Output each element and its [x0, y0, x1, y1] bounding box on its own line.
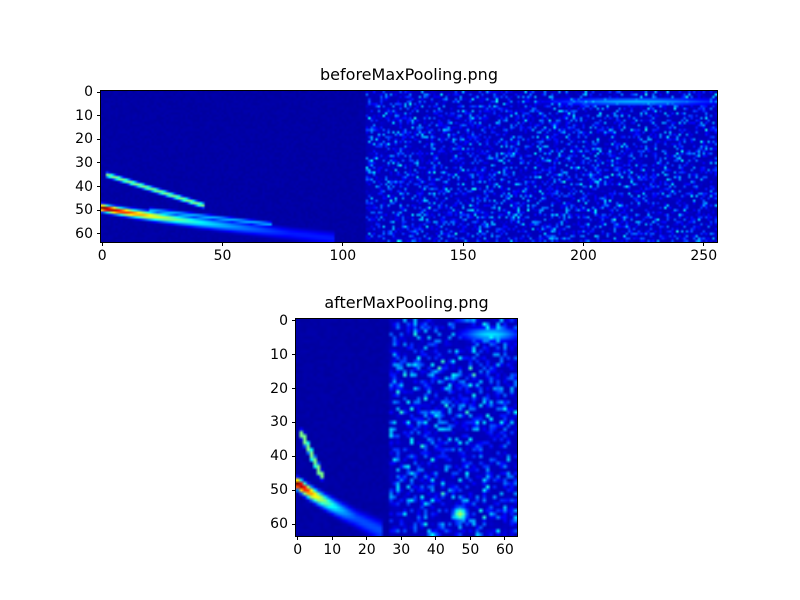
x-tick-label: 0	[97, 248, 107, 264]
x-tick-label: 60	[495, 542, 514, 558]
x-tick-mark	[222, 242, 224, 246]
x-tick-label: 250	[690, 248, 718, 264]
y-tick-label: 40	[270, 448, 288, 465]
x-tick-label: 30	[392, 542, 411, 558]
x-tick-mark	[400, 536, 402, 540]
x-tick-mark	[703, 242, 705, 246]
axes-after-maxpooling: afterMaxPooling.png 0 10 20 30 40 50 60 0 10 20 3…	[270, 293, 518, 557]
y-tick-label: 40	[75, 178, 93, 195]
chart-title: beforeMaxPooling.png	[320, 65, 498, 84]
x-tick-mark	[504, 536, 506, 540]
x-tick-mark	[462, 242, 464, 246]
y-tick-label: 50	[75, 202, 93, 219]
y-tick-label: 0	[84, 84, 93, 101]
x-tick-label: 0	[293, 542, 303, 558]
x-tick-label: 50	[213, 248, 232, 264]
axes-before-maxpooling: beforeMaxPooling.png 0 50 100 150 200 250 0 10…	[75, 65, 718, 263]
heatmap-image	[296, 319, 517, 536]
y-tick-label: 30	[75, 154, 93, 171]
y-tick-label: 20	[270, 380, 288, 397]
y-tick-label: 0	[279, 312, 288, 329]
x-tick-mark	[366, 536, 368, 540]
x-tick-label: 10	[323, 542, 342, 558]
x-tick-mark	[297, 536, 299, 540]
x-tick-label: 50	[461, 542, 480, 558]
x-tick-label: 100	[329, 248, 357, 264]
y-tick-label: 10	[75, 107, 93, 124]
x-tick-label: 150	[449, 248, 477, 264]
x-tick-label: 40	[426, 542, 445, 558]
x-tick-mark	[582, 242, 584, 246]
y-tick-label: 20	[75, 131, 93, 148]
x-tick-label: 200	[570, 248, 597, 264]
x-tick-mark	[469, 536, 471, 540]
chart-title: afterMaxPooling.png	[324, 293, 489, 312]
y-tick-label: 60	[270, 516, 288, 533]
y-tick-label: 50	[270, 482, 288, 499]
y-tick-label: 10	[270, 346, 288, 363]
x-tick-label: 20	[357, 542, 376, 558]
y-tick-label: 30	[270, 414, 288, 431]
x-tick-mark	[435, 536, 437, 540]
x-tick-mark	[331, 536, 333, 540]
y-tick-label: 60	[75, 225, 93, 242]
x-tick-mark	[101, 242, 103, 246]
x-tick-mark	[342, 242, 344, 246]
heatmap-image	[101, 91, 717, 242]
